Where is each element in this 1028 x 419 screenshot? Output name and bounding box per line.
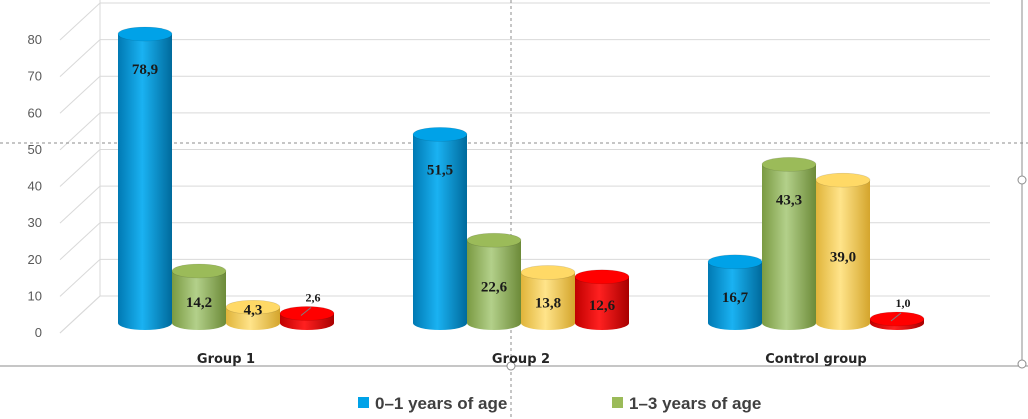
legend-swatch	[612, 397, 623, 408]
y-tick-label: 60	[28, 105, 42, 120]
data-label: 12,6	[589, 298, 616, 314]
data-label: 13,8	[535, 296, 561, 312]
gridline-diagonal	[59, 222, 101, 261]
bars	[117, 26, 925, 331]
bar-top	[815, 172, 871, 188]
bar	[412, 127, 468, 330]
gridline-diagonal	[59, 295, 101, 334]
y-tick-label: 0	[35, 325, 42, 340]
bar	[761, 157, 817, 330]
bar-top	[707, 254, 763, 270]
y-tick-label: 30	[28, 215, 42, 230]
bar-body	[118, 34, 172, 331]
gridline-diagonal	[59, 39, 101, 77]
data-labels: 78,9 14,2 4,3 2,6 51,5 22,6 13,8 12,6 16,7 43,3 39…	[132, 62, 911, 322]
data-label: 2,6	[306, 290, 321, 304]
bar-top	[279, 306, 335, 321]
data-label: 16,7	[722, 290, 749, 306]
category-label: Group 1	[197, 352, 255, 367]
gridline-diagonal	[59, 149, 101, 187]
bar-top	[520, 265, 576, 280]
bar-body	[762, 164, 816, 330]
bar	[815, 172, 871, 330]
gridline-diagonal	[59, 2, 101, 41]
bar	[574, 269, 630, 330]
category-label: Group 2	[492, 352, 550, 367]
bar-body	[816, 180, 870, 330]
bar-top	[574, 269, 630, 285]
bar-top	[412, 127, 468, 142]
data-label: 39,0	[830, 250, 856, 266]
bar-top	[171, 263, 227, 279]
y-tick-label: 20	[28, 252, 42, 267]
legend-label: 0–1 years of age	[375, 394, 507, 413]
y-tick-label: 70	[28, 69, 42, 84]
gridline-diagonal	[59, 259, 101, 297]
category-label: Control group	[765, 352, 866, 367]
y-axis-ticks: 0 10 20 30 40 50 60 70 80	[28, 32, 42, 340]
data-label: 22,6	[481, 280, 508, 296]
bar-top	[869, 311, 925, 327]
data-label: 51,5	[427, 162, 453, 178]
bar-top	[225, 299, 281, 315]
y-tick-label: 40	[28, 179, 42, 194]
bar	[707, 254, 763, 330]
data-label: 4,3	[244, 302, 263, 318]
data-label: 14,2	[186, 295, 212, 311]
y-tick-label: 80	[28, 32, 42, 47]
data-label: 1,0	[896, 296, 911, 310]
bar-body	[575, 276, 629, 330]
legend: 0–1 years of age 1–3 years of age	[358, 394, 761, 413]
data-label: 43,3	[776, 192, 802, 208]
bar-top	[761, 157, 817, 172]
bar-body	[172, 270, 226, 330]
bar	[869, 311, 925, 330]
leader-line	[890, 312, 902, 322]
y-tick-label: 10	[28, 288, 42, 303]
bar-top	[117, 26, 173, 42]
data-label: 78,9	[132, 62, 158, 78]
category-labels: Group 1 Group 2 Control group	[197, 352, 867, 367]
bar-body	[467, 240, 521, 330]
bar	[520, 265, 576, 330]
legend-swatch	[358, 397, 369, 408]
legend-label: 1–3 years of age	[629, 394, 761, 413]
gridline-diagonal	[59, 112, 101, 151]
bar-body	[708, 261, 762, 330]
gridline-diagonal	[59, 185, 101, 224]
bar	[225, 299, 281, 330]
bar	[171, 263, 227, 330]
y-tick-label: 50	[28, 142, 42, 157]
bar	[117, 26, 173, 331]
bar-body	[521, 272, 575, 330]
bar	[466, 232, 522, 330]
gridline-diagonal	[59, 75, 101, 114]
leader-line	[300, 307, 312, 316]
bar-top	[466, 232, 522, 248]
bar	[279, 306, 335, 330]
bar-body	[413, 134, 467, 330]
